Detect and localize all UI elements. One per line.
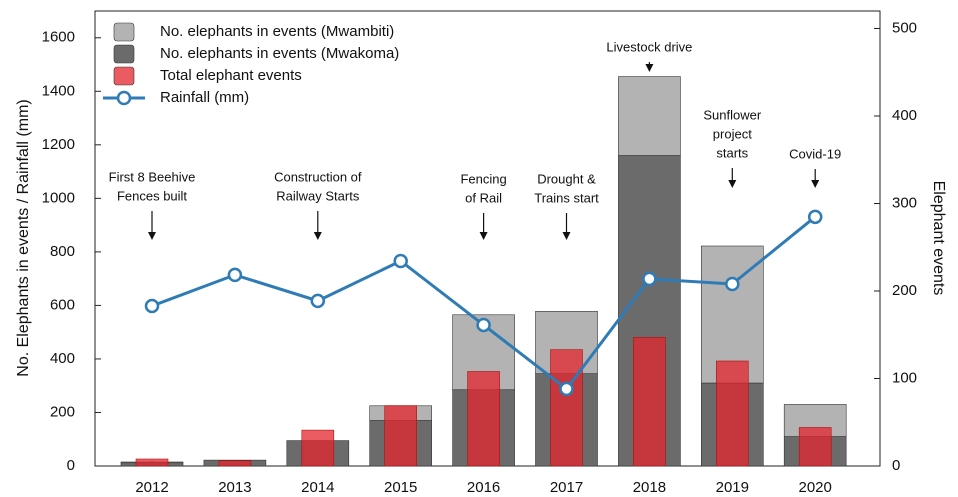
annotation: Covid-19 [789,146,841,161]
annotation: project [713,126,752,141]
y-tick-label: 600 [50,296,75,313]
annotation: starts [716,145,748,160]
line-marker [476,317,491,333]
bar [633,337,666,467]
y2-axis-label: Elephant events [930,181,947,296]
x-tick-label: 2013 [218,479,251,496]
legend-marker [116,90,132,106]
legend-swatch [113,66,135,86]
bar [218,460,252,467]
line-marker [310,293,326,309]
annotation: Livestock drive [606,39,692,54]
annotation-arrowhead [479,232,488,240]
y2-tick-label: 100 [892,369,917,386]
y2-tick-label: 300 [892,194,917,211]
legend-label: Total elephant events [160,67,302,84]
y-tick-label: 1200 [42,136,75,153]
annotation: First 8 Beehive [109,169,196,184]
annotation: Trains start [534,190,599,205]
legend-label: No. elephants in events (Mwambiti) [160,23,394,40]
bar [135,458,169,467]
annotation: Sunflower [703,107,761,122]
line-marker [559,381,574,397]
legend-swatch [113,22,135,42]
bar [618,76,681,156]
bar [798,427,832,467]
line-marker [807,209,823,225]
legend-swatch [113,44,135,64]
annotation-arrowhead [811,180,820,188]
bar [384,405,418,467]
y2-tick-label: 200 [892,282,917,299]
x-tick-label: 2012 [135,479,168,496]
x-tick-label: 2016 [467,479,500,496]
y2-tick-label: 400 [892,107,917,124]
x-tick-label: 2020 [799,479,832,496]
y2-tick-label: 0 [892,457,900,474]
annotation-arrowhead [148,232,156,240]
annotation: Fencing [460,171,506,186]
y-tick-label: 0 [67,457,75,474]
x-tick-label: 2017 [550,479,583,496]
y-tick-label: 1400 [42,82,75,99]
y-tick-label: 400 [50,350,75,367]
line-marker [725,276,740,292]
y-tick-label: 1000 [42,189,75,206]
annotation: Drought & [537,171,596,186]
bar [301,429,335,467]
annotation-arrowhead [313,232,322,240]
bar [467,371,500,467]
annotation-arrowhead [728,180,737,188]
bar [715,360,749,467]
y-tick-label: 800 [50,243,75,260]
annotation: of Rail [465,190,502,205]
annotation: Construction of [274,169,362,184]
line-marker [393,253,408,269]
line-marker [642,271,657,287]
y-tick-label: 1600 [42,29,75,46]
line-marker [144,298,160,314]
annotation-arrowhead [562,232,571,240]
annotation: Fences built [117,188,187,203]
x-tick-label: 2018 [633,479,666,496]
annotation-arrowhead [645,64,654,72]
annotation: Railway Starts [276,188,360,203]
line-marker [227,267,243,283]
y2-tick-label: 500 [892,19,917,36]
legend-label: No. elephants in events (Mwakoma) [160,45,399,62]
y-axis-label: No. Elephants in events / Rainfall (mm) [15,99,32,376]
x-tick-label: 2014 [301,479,334,496]
y-tick-label: 200 [50,403,75,420]
bar [550,349,583,467]
x-tick-label: 2015 [384,479,417,496]
legend-label: Rainfall (mm) [160,89,249,106]
x-tick-label: 2019 [716,479,749,496]
